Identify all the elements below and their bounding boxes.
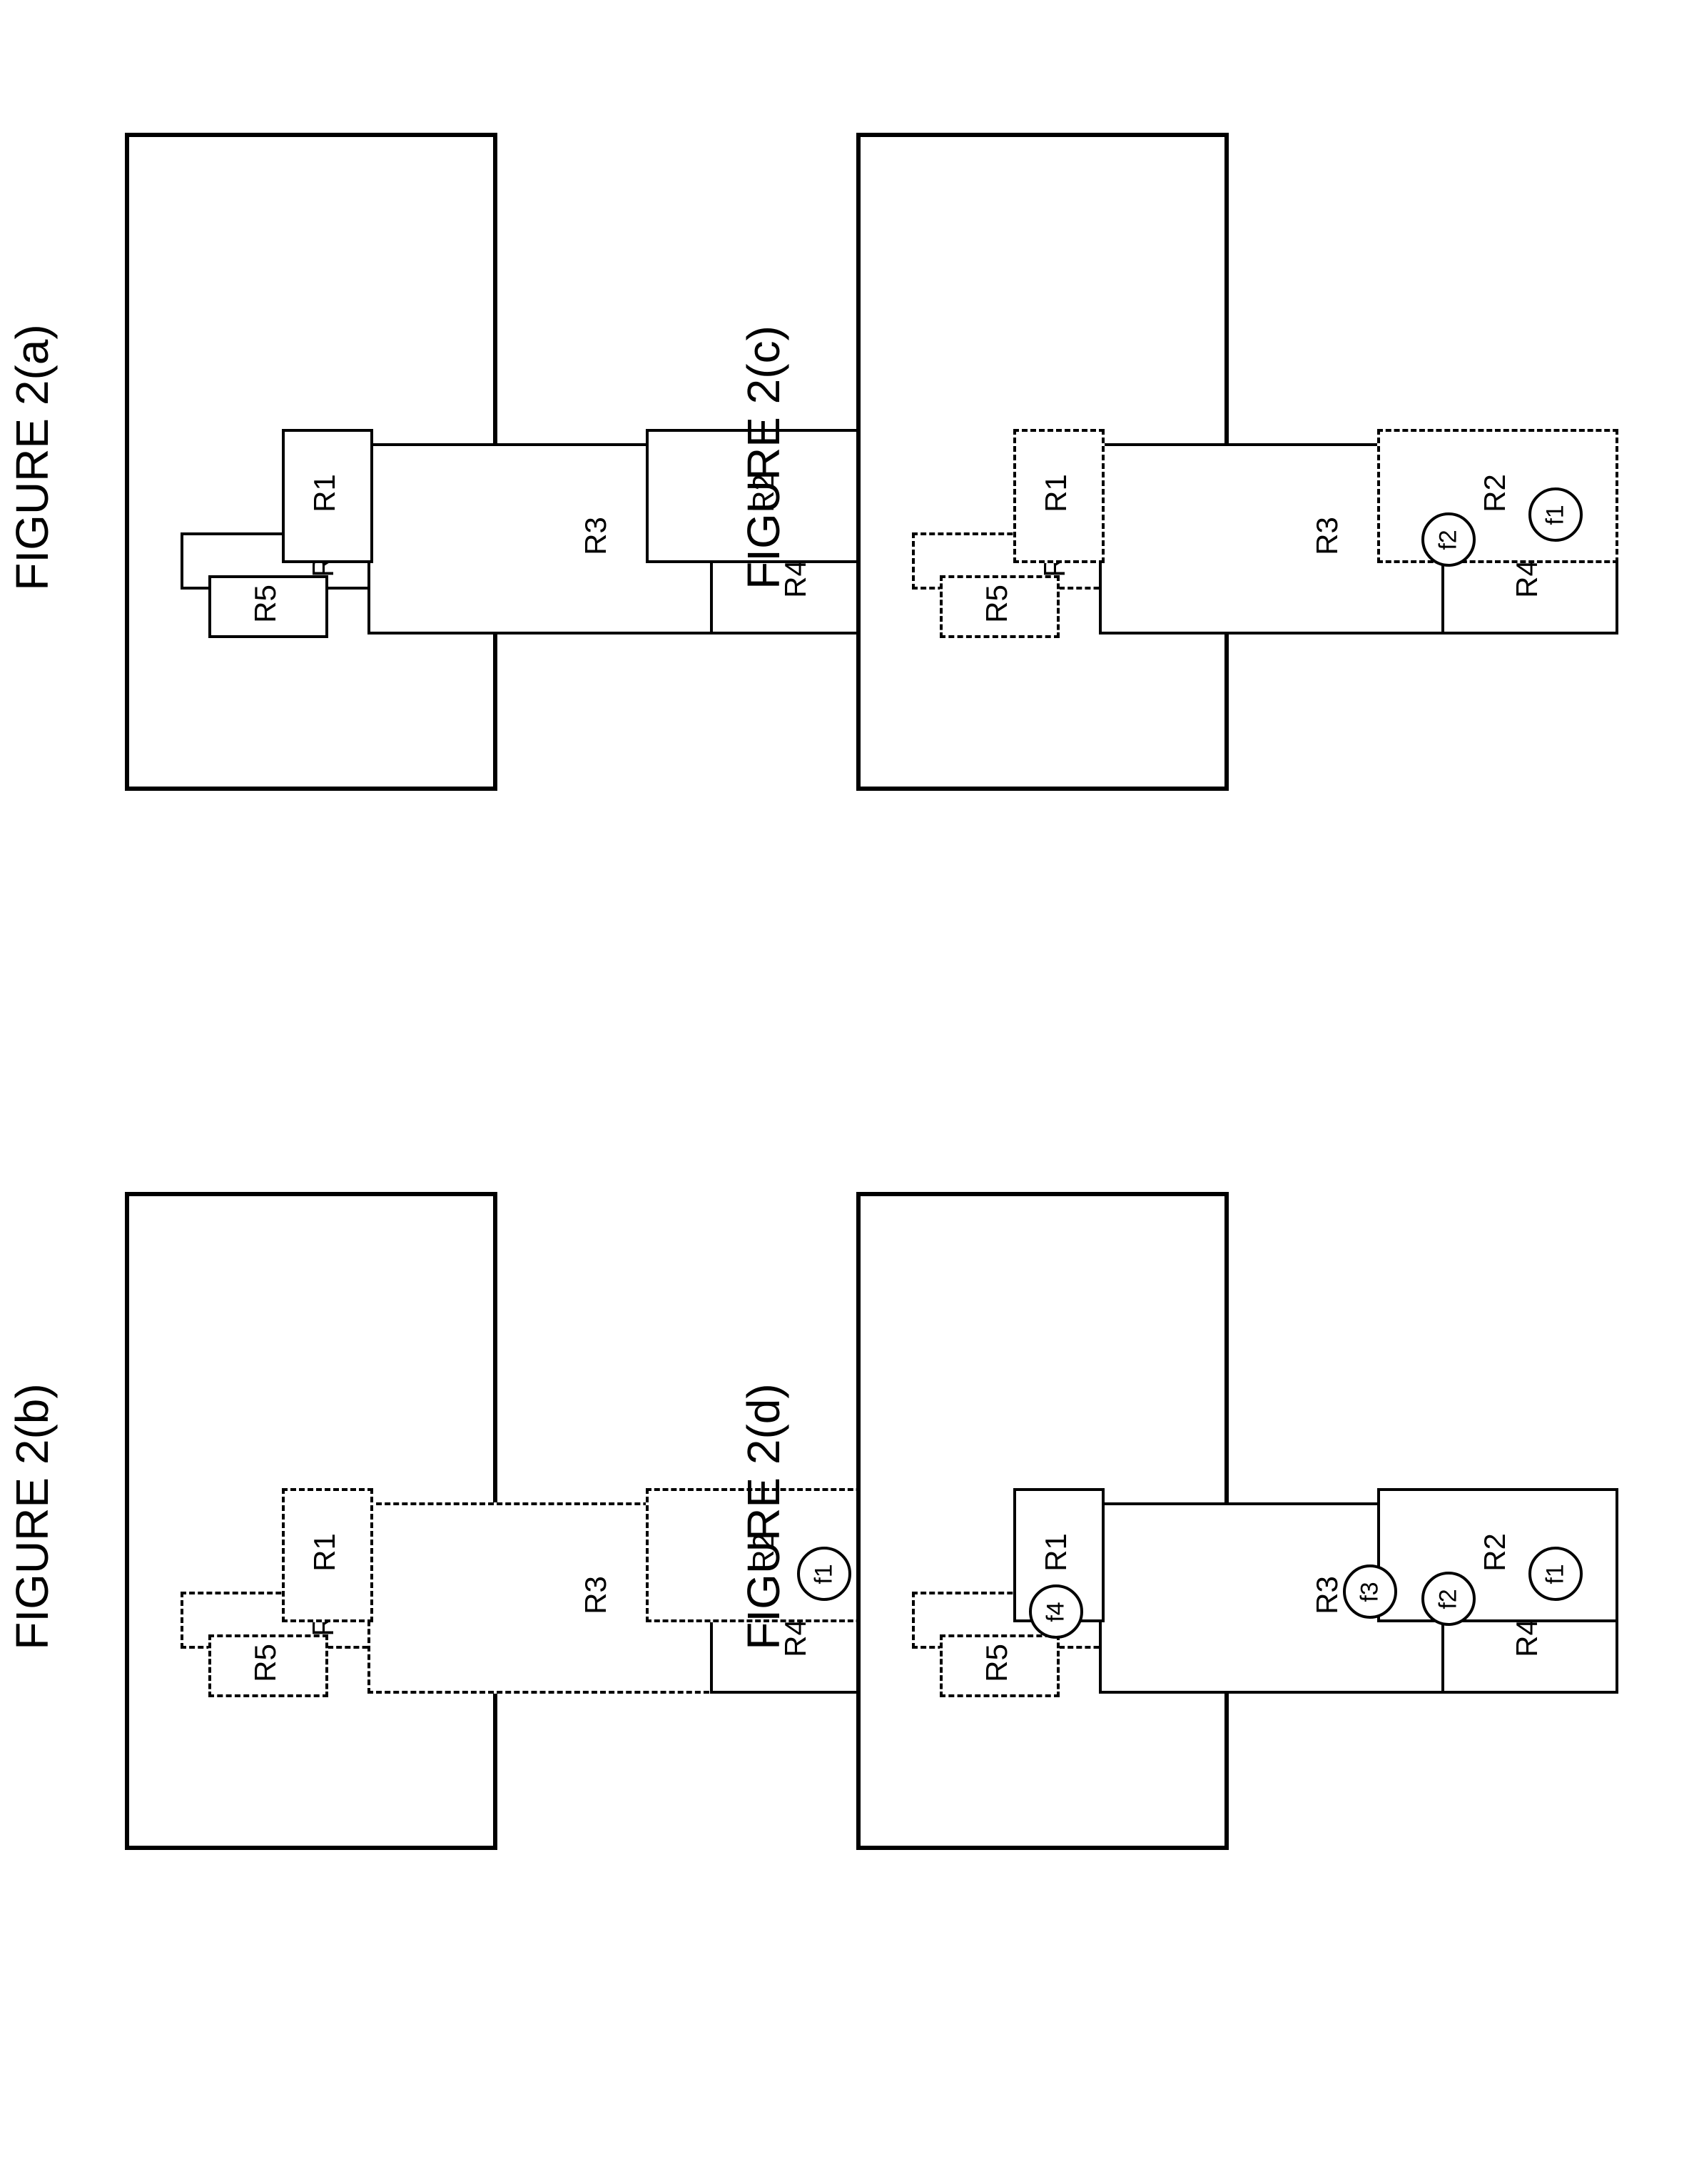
marker-label-f3: f3	[1356, 1582, 1384, 1602]
region-label-R2: R2	[1478, 1533, 1512, 1572]
marker-f4: f4	[1029, 1584, 1083, 1639]
marker-f3: f3	[1343, 1564, 1397, 1619]
caption-c: FIGURE 2(c)	[737, 325, 790, 590]
region-label-R5: R5	[980, 585, 1014, 623]
region-label-R3: R3	[1310, 1576, 1344, 1614]
region-label-R1: R1	[308, 474, 342, 512]
marker-label-f4: f4	[1042, 1602, 1070, 1622]
marker-label-f1: f1	[810, 1564, 838, 1584]
region-label-R2: R2	[1478, 474, 1512, 512]
region-label-R1: R1	[1039, 1533, 1073, 1572]
marker-f2: f2	[1421, 1572, 1476, 1626]
region-label-R5: R5	[248, 585, 283, 623]
region-label-R3: R3	[1310, 517, 1344, 555]
caption-b: FIGURE 2(b)	[6, 1383, 59, 1649]
region-label-R1: R1	[308, 1533, 342, 1572]
region-label-R3: R3	[579, 517, 613, 555]
region-label-R3: R3	[579, 1576, 613, 1614]
region-label-R1: R1	[1039, 474, 1073, 512]
caption-a: FIGURE 2(a)	[6, 324, 59, 590]
region-label-R4: R4	[1510, 1619, 1544, 1657]
region-label-R5: R5	[980, 1644, 1014, 1682]
marker-f1: f1	[1528, 487, 1583, 542]
marker-f1: f1	[1528, 1547, 1583, 1601]
caption-d: FIGURE 2(d)	[737, 1383, 790, 1649]
marker-f1: f1	[797, 1547, 851, 1601]
marker-label-f2: f2	[1434, 1589, 1462, 1609]
region-label-R4: R4	[1510, 560, 1544, 598]
marker-f2: f2	[1421, 512, 1476, 567]
region-label-R5: R5	[248, 1644, 283, 1682]
page-root: R6R5R3R4R1R2FIGURE 2(a)R6R5R3R4R1R2f1FIG…	[0, 0, 1699, 2184]
marker-label-f1: f1	[1541, 1564, 1569, 1584]
marker-label-f2: f2	[1434, 530, 1462, 550]
marker-label-f1: f1	[1541, 505, 1569, 525]
